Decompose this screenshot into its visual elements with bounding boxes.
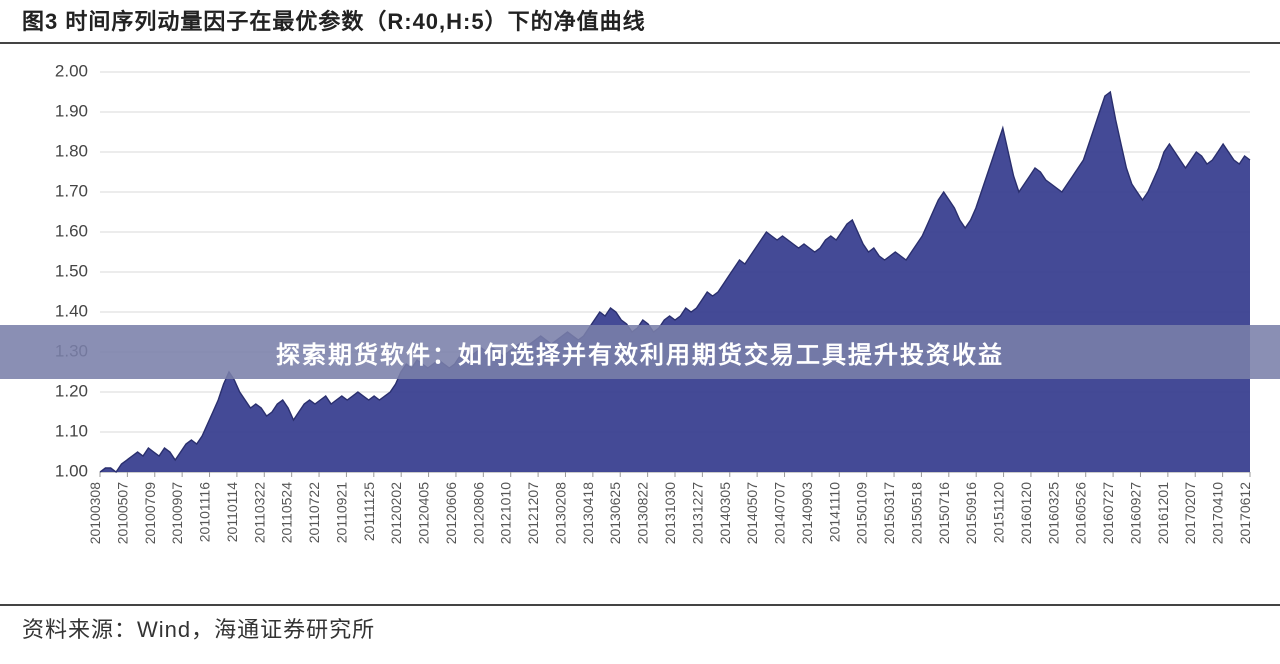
svg-text:20130822: 20130822	[635, 482, 651, 545]
svg-text:1.60: 1.60	[55, 221, 88, 240]
svg-text:2.00: 2.00	[55, 61, 88, 80]
svg-text:20131227: 20131227	[689, 482, 705, 545]
svg-text:20110524: 20110524	[279, 482, 295, 543]
svg-text:1.40: 1.40	[55, 301, 88, 320]
svg-text:1.90: 1.90	[55, 101, 88, 120]
svg-text:20121010: 20121010	[498, 482, 514, 545]
svg-text:20140507: 20140507	[744, 482, 760, 545]
chart-title: 图3 时间序列动量因子在最优参数（R:40,H:5）下的净值曲线	[0, 0, 1280, 44]
svg-text:20110722: 20110722	[306, 482, 322, 543]
svg-text:20151120: 20151120	[991, 482, 1007, 543]
svg-text:20150317: 20150317	[881, 482, 897, 545]
svg-text:20100308: 20100308	[87, 482, 103, 545]
svg-text:1.80: 1.80	[55, 141, 88, 160]
svg-text:20120405: 20120405	[416, 482, 432, 545]
net-value-line-chart: 1.001.101.201.301.401.501.601.701.801.90…	[0, 44, 1280, 604]
svg-text:20100507: 20100507	[114, 482, 130, 545]
svg-text:20160120: 20160120	[1018, 482, 1034, 545]
svg-text:20140707: 20140707	[772, 482, 788, 545]
svg-text:20160927: 20160927	[1127, 482, 1143, 545]
svg-text:20110114: 20110114	[224, 482, 240, 542]
overlay-text: 探索期货软件：如何选择并有效利用期货交易工具提升投资收益	[276, 335, 1004, 370]
svg-text:20110921: 20110921	[333, 482, 349, 543]
svg-text:20140305: 20140305	[717, 482, 733, 545]
svg-text:20150716: 20150716	[936, 482, 952, 545]
svg-text:20141110: 20141110	[826, 482, 842, 542]
svg-text:20140903: 20140903	[799, 482, 815, 545]
svg-text:20101116: 20101116	[197, 482, 213, 542]
svg-text:20131030: 20131030	[662, 482, 678, 545]
svg-text:20110322: 20110322	[251, 482, 267, 543]
svg-text:20150518: 20150518	[908, 482, 924, 545]
svg-text:20160526: 20160526	[1073, 482, 1089, 545]
svg-text:20120806: 20120806	[470, 482, 486, 545]
svg-text:20170410: 20170410	[1210, 482, 1226, 545]
svg-text:20121207: 20121207	[525, 482, 541, 545]
svg-text:20160325: 20160325	[1045, 482, 1061, 545]
chart-container: 1.001.101.201.301.401.501.601.701.801.90…	[0, 44, 1280, 604]
svg-text:20120202: 20120202	[388, 482, 404, 545]
svg-text:20160727: 20160727	[1100, 482, 1116, 545]
svg-text:1.00: 1.00	[55, 461, 88, 480]
chart-footer-source: 资料来源：Wind，海通证券研究所	[0, 604, 1280, 644]
svg-text:20130418: 20130418	[580, 482, 596, 545]
svg-text:20170612: 20170612	[1237, 482, 1253, 545]
svg-text:20120606: 20120606	[443, 482, 459, 545]
overlay-banner: 探索期货软件：如何选择并有效利用期货交易工具提升投资收益	[0, 325, 1280, 379]
svg-text:20161201: 20161201	[1155, 482, 1171, 545]
svg-text:1.70: 1.70	[55, 181, 88, 200]
svg-text:20130208: 20130208	[552, 482, 568, 545]
svg-text:20111125: 20111125	[361, 482, 377, 541]
svg-text:1.50: 1.50	[55, 261, 88, 280]
svg-text:20150916: 20150916	[963, 482, 979, 545]
svg-text:20100709: 20100709	[142, 482, 158, 545]
svg-text:1.10: 1.10	[55, 421, 88, 440]
svg-text:20150109: 20150109	[854, 482, 870, 545]
svg-text:20170207: 20170207	[1182, 482, 1198, 545]
svg-text:20130625: 20130625	[607, 482, 623, 545]
svg-text:1.20: 1.20	[55, 381, 88, 400]
svg-text:20100907: 20100907	[169, 482, 185, 545]
